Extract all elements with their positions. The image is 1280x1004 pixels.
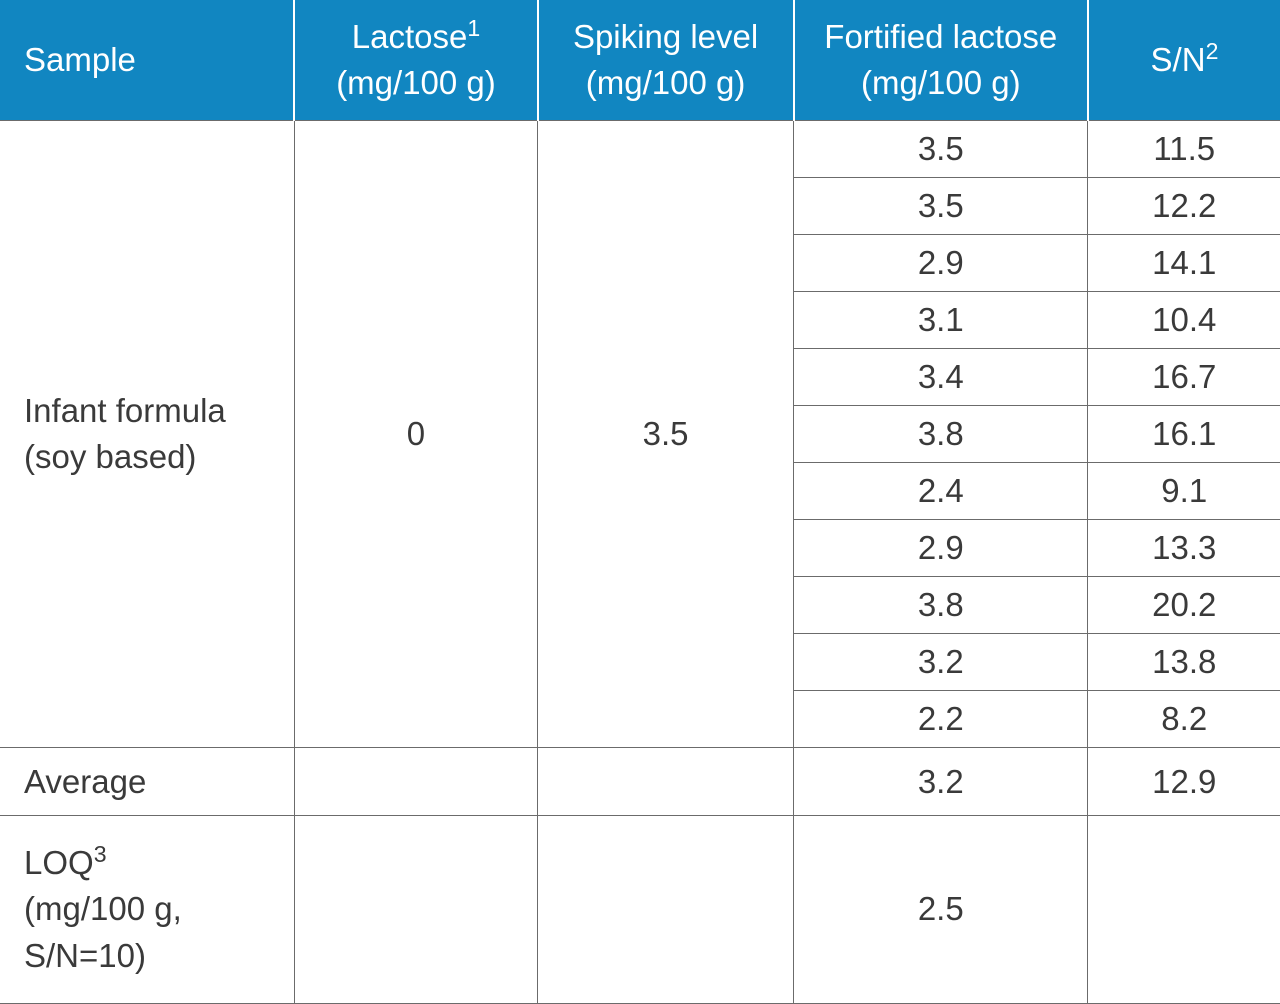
cell-average-label: Average bbox=[0, 748, 294, 816]
cell-fortified: 2.2 bbox=[794, 691, 1088, 748]
cell-loq-label: LOQ3 (mg/100 g, S/N=10) bbox=[0, 815, 294, 1003]
cell-fortified: 3.1 bbox=[794, 291, 1088, 348]
cell-sn: 8.2 bbox=[1088, 691, 1280, 748]
cell-sn: 20.2 bbox=[1088, 577, 1280, 634]
cell-loq-lactose bbox=[294, 815, 537, 1003]
table-row: Infant formula(soy based)03.53.511.5 bbox=[0, 120, 1280, 177]
cell-sn: 9.1 bbox=[1088, 462, 1280, 519]
lactose-table: Sample Lactose1 (mg/100 g) Spiking level… bbox=[0, 0, 1280, 1004]
cell-sample: Infant formula (soy based) bbox=[0, 120, 294, 748]
loq-label-sup: 3 bbox=[94, 841, 107, 867]
col-header-spiking: Spiking level (mg/100 g) bbox=[538, 0, 794, 120]
table-row-loq: LOQ3 (mg/100 g, S/N=10) 2.5 bbox=[0, 815, 1280, 1003]
col-header-lactose-sup: 1 bbox=[467, 15, 480, 41]
cell-loq-spiking bbox=[538, 815, 794, 1003]
cell-average-fortified: 3.2 bbox=[794, 748, 1088, 816]
col-header-spiking-line2: (mg/100 g) bbox=[586, 64, 746, 101]
col-header-sample: Sample bbox=[0, 0, 294, 120]
col-header-fortified-line2: (mg/100 g) bbox=[861, 64, 1021, 101]
cell-fortified: 2.9 bbox=[794, 519, 1088, 576]
cell-loq-sn bbox=[1088, 815, 1280, 1003]
cell-sn: 13.3 bbox=[1088, 519, 1280, 576]
col-header-fortified-line1: Fortified lactose bbox=[824, 18, 1057, 55]
cell-sn: 14.1 bbox=[1088, 234, 1280, 291]
table-header-row: Sample Lactose1 (mg/100 g) Spiking level… bbox=[0, 0, 1280, 120]
cell-fortified: 3.8 bbox=[794, 405, 1088, 462]
sample-label-line2: (soy based) bbox=[24, 438, 196, 475]
loq-label-line1: LOQ bbox=[24, 844, 94, 881]
col-header-spiking-line1: Spiking level bbox=[573, 18, 758, 55]
cell-fortified: 3.8 bbox=[794, 577, 1088, 634]
col-header-sn: S/N2 bbox=[1088, 0, 1280, 120]
cell-fortified: 2.4 bbox=[794, 462, 1088, 519]
col-header-sample-text: Sample bbox=[24, 41, 136, 78]
col-header-lactose-line1: Lactose bbox=[352, 18, 468, 55]
cell-average-sn: 12.9 bbox=[1088, 748, 1280, 816]
sample-label-line1: Infant formula bbox=[24, 392, 226, 429]
cell-spiking: 3.5 bbox=[538, 120, 794, 748]
col-header-sn-text: S/N bbox=[1151, 41, 1206, 78]
cell-fortified: 2.9 bbox=[794, 234, 1088, 291]
col-header-lactose: Lactose1 (mg/100 g) bbox=[294, 0, 537, 120]
cell-fortified: 3.4 bbox=[794, 348, 1088, 405]
cell-fortified: 3.2 bbox=[794, 634, 1088, 691]
cell-sn: 10.4 bbox=[1088, 291, 1280, 348]
cell-sn: 11.5 bbox=[1088, 120, 1280, 177]
lactose-table-container: Sample Lactose1 (mg/100 g) Spiking level… bbox=[0, 0, 1280, 1004]
cell-sn: 16.7 bbox=[1088, 348, 1280, 405]
table-body: Infant formula(soy based)03.53.511.53.51… bbox=[0, 120, 1280, 1004]
cell-average-lactose bbox=[294, 748, 537, 816]
col-header-lactose-line2: (mg/100 g) bbox=[336, 64, 496, 101]
cell-loq-fortified: 2.5 bbox=[794, 815, 1088, 1003]
col-header-fortified: Fortified lactose (mg/100 g) bbox=[794, 0, 1088, 120]
loq-label-line2: (mg/100 g, bbox=[24, 890, 182, 927]
cell-lactose: 0 bbox=[294, 120, 537, 748]
cell-sn: 16.1 bbox=[1088, 405, 1280, 462]
cell-average-spiking bbox=[538, 748, 794, 816]
cell-sn: 13.8 bbox=[1088, 634, 1280, 691]
col-header-sn-sup: 2 bbox=[1206, 38, 1219, 64]
cell-fortified: 3.5 bbox=[794, 120, 1088, 177]
cell-sn: 12.2 bbox=[1088, 177, 1280, 234]
cell-fortified: 3.5 bbox=[794, 177, 1088, 234]
loq-label-line3: S/N=10) bbox=[24, 937, 146, 974]
table-row-average: Average 3.212.9 bbox=[0, 748, 1280, 816]
